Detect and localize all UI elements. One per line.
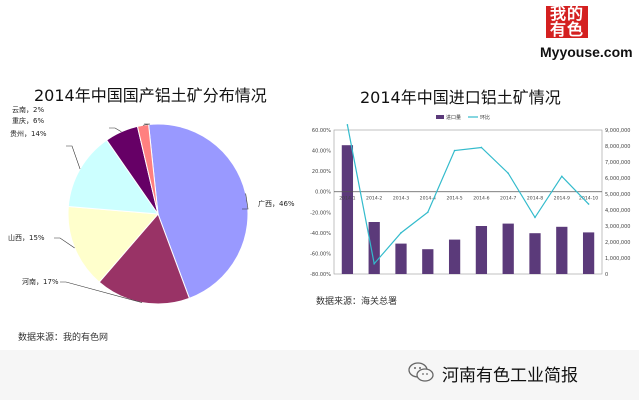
line-point xyxy=(346,124,349,126)
category-label: 2014-4 xyxy=(420,196,436,202)
pie-slice-label: 河南，17% xyxy=(22,277,59,286)
pie-slice-label: 广西，46% xyxy=(258,199,295,208)
right-axis-tick-label: 3,000,000 xyxy=(605,224,630,230)
category-label: 2014-5 xyxy=(446,196,462,202)
legend-label-bar: 进口量 xyxy=(446,114,461,121)
line-point xyxy=(507,172,509,174)
pie-chart-source: 数据来源：我的有色网 xyxy=(18,333,109,343)
right-axis-tick-label: 4,000,000 xyxy=(605,208,630,214)
bar xyxy=(341,145,354,274)
pie-chart: 广西，46% 河南，17% 山西，15% 贵州，14% 重庆，6% 云南，2% xyxy=(8,106,295,305)
logo-mark: 我的 有色 xyxy=(546,6,588,38)
line-point xyxy=(427,211,429,214)
pie-chart-title: 2014年中国国产铝土矿分布情况 xyxy=(34,86,267,105)
left-axis-tick-label: -60.00% xyxy=(310,251,331,257)
bar xyxy=(529,233,541,274)
pie-slice-label: 贵州，14% xyxy=(10,129,47,138)
line-point xyxy=(453,149,456,152)
bar xyxy=(448,239,461,274)
bar xyxy=(422,249,434,274)
category-label: 2014-10 xyxy=(579,196,598,202)
pie-slice-label: 云南，2% xyxy=(12,106,44,114)
plot-frame xyxy=(333,129,603,275)
wechat-icon xyxy=(408,362,434,382)
right-axis-tick-label: 7,000,000 xyxy=(605,160,630,166)
pie-leader-line xyxy=(60,281,143,303)
right-axis-tick-label: 0 xyxy=(605,272,608,278)
combo-chart-source: 数据来源：海关总署 xyxy=(316,297,398,307)
bar xyxy=(395,243,407,274)
bar xyxy=(556,226,568,274)
pie-slice xyxy=(67,205,160,283)
line-point xyxy=(534,216,536,219)
category-label: 2014-1 xyxy=(339,196,355,202)
pie-slice-label: 山西，15% xyxy=(8,233,45,242)
left-axis-tick-label: 20.00% xyxy=(312,169,331,175)
logo-mark-line1: 我的 xyxy=(549,4,584,23)
category-label: 2014-7 xyxy=(500,196,516,202)
right-axis-tick-label: 6,000,000 xyxy=(605,176,630,182)
category-label: 2014-6 xyxy=(473,196,489,202)
pie-slice xyxy=(67,139,160,215)
left-axis-tick-label: -40.00% xyxy=(310,231,331,237)
line-point xyxy=(373,262,375,265)
bar xyxy=(582,232,595,274)
legend-label-line: 环比 xyxy=(480,114,490,121)
pie-leader-line xyxy=(66,145,81,170)
right-axis-tick-label: 1,000,000 xyxy=(605,256,630,262)
pie-leader-line xyxy=(142,123,151,126)
category-label: 2014-9 xyxy=(554,196,570,202)
category-label: 2014-3 xyxy=(393,196,409,202)
pie-leader-line xyxy=(109,127,122,133)
right-axis-tick-label: 2,000,000 xyxy=(605,240,630,246)
line-series xyxy=(346,124,590,266)
right-axis-tick-label: 9,000,000 xyxy=(605,128,630,134)
pie-slice-label: 重庆，6% xyxy=(12,116,44,125)
right-axis-tick-label: 8,000,000 xyxy=(605,144,630,150)
line-point xyxy=(480,146,483,149)
combo-chart: 60.00% 40.00% 20.00% 0.00% -20.00% -40.00% -60… xyxy=(310,114,630,278)
bar xyxy=(502,223,514,274)
left-axis-tick-label: -20.00% xyxy=(310,210,331,216)
logo-brand: Myyouse.com xyxy=(540,44,633,60)
pie-leader-line xyxy=(54,237,75,249)
combo-chart-title: 2014年中国进口铝土矿情况 xyxy=(360,88,561,107)
left-axis-tick-label: 0.00% xyxy=(315,190,331,196)
line-point xyxy=(400,232,402,234)
site-logo: 我的 有色 Myyouse.com xyxy=(540,6,633,70)
wechat-account-name: 河南有色工业简报 xyxy=(442,366,578,386)
wechat-footer: 河南有色工业简报 xyxy=(0,350,639,400)
left-axis-tick-label: -80.00% xyxy=(310,272,331,278)
bar xyxy=(475,226,488,274)
left-axis-tick-label: 60.00% xyxy=(312,128,331,134)
category-label: 2014-2 xyxy=(366,196,382,202)
left-axis-tick-label: 40.00% xyxy=(312,149,331,155)
right-axis-tick-label: 5,000,000 xyxy=(605,192,630,198)
logo-mark-line2: 有色 xyxy=(549,20,584,39)
legend-swatch-bar xyxy=(436,115,444,119)
line-point xyxy=(587,203,590,205)
category-label: 2014-8 xyxy=(527,196,543,202)
line-point xyxy=(561,175,563,178)
bar xyxy=(368,222,380,274)
pie-leader-line xyxy=(242,193,249,210)
